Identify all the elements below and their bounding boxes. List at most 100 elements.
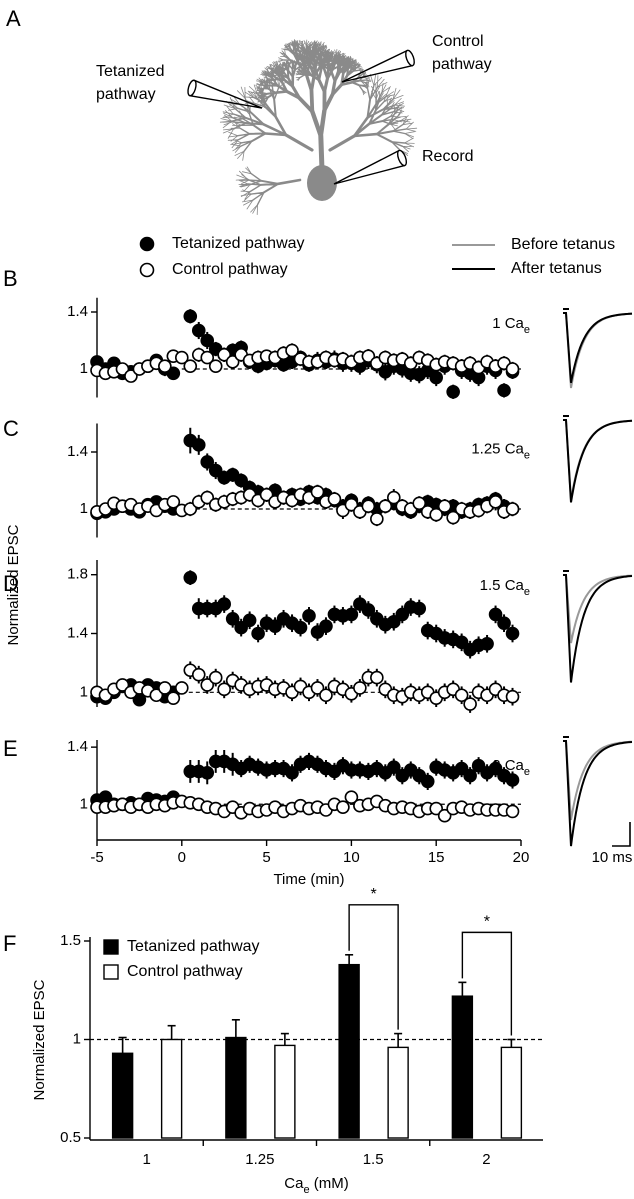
data-point	[115, 678, 130, 692]
data-point	[259, 487, 274, 502]
data-point	[285, 343, 299, 358]
data-point	[225, 611, 240, 626]
data-point	[158, 681, 172, 695]
dendrite	[262, 61, 378, 186]
data-point	[175, 350, 189, 365]
annotation-sub: e	[524, 324, 530, 336]
data-point	[310, 681, 325, 695]
data-point	[344, 607, 359, 622]
data-point	[446, 510, 460, 525]
legend-swatch	[103, 964, 119, 980]
data-point	[497, 383, 511, 398]
data-point	[505, 626, 520, 641]
data-point	[420, 774, 435, 789]
data-point	[395, 607, 410, 622]
panel-label: E	[3, 736, 18, 761]
bar	[225, 1036, 247, 1139]
x-tick-label: 0	[178, 849, 186, 866]
bar	[387, 1046, 409, 1139]
y-tick-label: 1.8	[67, 566, 88, 583]
y-tick-label: 1	[80, 500, 88, 517]
epsc-trace	[563, 574, 633, 683]
data-point	[234, 620, 248, 635]
data-point	[208, 463, 223, 478]
annotation-text: 1.5 Ca	[480, 577, 525, 594]
data-point	[166, 691, 181, 705]
soma	[307, 165, 337, 201]
data-point	[505, 773, 520, 787]
panel-label: B	[3, 266, 18, 291]
panel-label: C	[3, 416, 19, 441]
y-tick-label: 0.5	[60, 1129, 81, 1146]
bar	[451, 995, 474, 1139]
data-point	[370, 512, 384, 526]
data-point	[463, 768, 477, 783]
data-point	[378, 499, 393, 513]
bar	[160, 1038, 183, 1139]
data-point	[217, 597, 231, 611]
legend-label: Tetanized pathway	[127, 938, 260, 955]
data-point	[361, 349, 376, 363]
data-point	[200, 678, 215, 692]
data-point	[454, 688, 469, 703]
legend-marker	[139, 236, 155, 252]
data-point	[158, 359, 172, 373]
x-tick-label: 15	[428, 849, 445, 866]
x-axis-label: Cae (mM)	[284, 1175, 348, 1196]
data-point	[437, 499, 452, 513]
bar	[274, 1044, 296, 1139]
y-axis-label: Normalized EPSC	[5, 524, 22, 645]
data-point	[344, 790, 359, 804]
dendrite	[318, 133, 325, 173]
data-point	[412, 601, 427, 616]
data-point	[191, 667, 206, 682]
data-point	[251, 626, 265, 641]
y-tick-label: 1	[80, 683, 88, 700]
significance-bracket	[461, 931, 513, 1036]
data-point	[166, 366, 181, 381]
data-point	[217, 347, 231, 362]
epsc-trace	[563, 312, 633, 383]
dendrite	[297, 89, 335, 114]
annotation: 1 Cae	[492, 315, 530, 336]
data-point	[446, 384, 460, 399]
data-point	[208, 670, 223, 685]
annotation: Record	[422, 148, 474, 165]
legend-swatch	[103, 939, 119, 955]
data-point	[361, 499, 376, 513]
data-point	[429, 370, 444, 385]
data-point	[191, 323, 206, 338]
annotation-sub: e	[524, 766, 530, 778]
x-tick-label: 10	[343, 849, 360, 866]
data-point	[505, 804, 520, 819]
annotation: pathway	[96, 86, 156, 103]
annotation: 1.25 Cae	[471, 440, 530, 461]
legend-marker	[139, 262, 155, 278]
y-tick-label: 1	[73, 1030, 81, 1047]
panel-label: A	[6, 6, 21, 31]
data-point	[505, 689, 520, 704]
significance-star: *	[371, 886, 377, 903]
legend-label: Tetanized pathway	[172, 235, 305, 252]
y-tick-label: 1.4	[67, 624, 88, 641]
data-point	[200, 333, 215, 348]
dendrite	[284, 73, 356, 152]
data-point	[497, 616, 511, 631]
data-point	[319, 688, 333, 703]
x-tick-label: 2	[482, 1151, 490, 1168]
data-point	[463, 697, 477, 711]
x-axis-label-text: Ca	[284, 1175, 304, 1192]
scale-bar	[612, 822, 631, 847]
data-point	[480, 636, 494, 651]
data-point	[327, 492, 342, 506]
data-point	[310, 485, 325, 499]
data-point	[386, 490, 401, 505]
data-point	[505, 362, 520, 376]
annotation-text: 2 Ca	[492, 757, 524, 774]
x-tick-label: 1	[142, 1151, 150, 1168]
data-point	[200, 350, 215, 365]
data-point	[175, 681, 189, 695]
data-point	[429, 507, 444, 522]
